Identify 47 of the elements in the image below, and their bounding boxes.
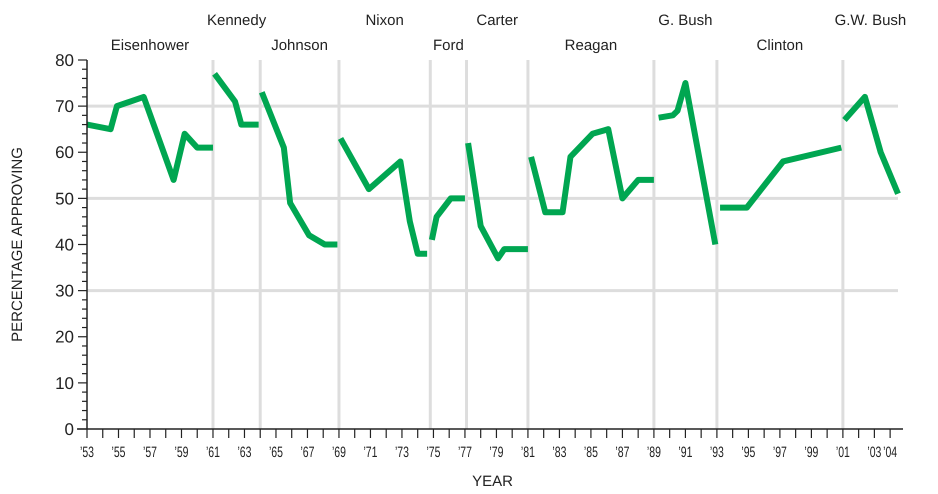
- y-tick-label: 70: [55, 97, 74, 116]
- y-tick-label: 40: [55, 235, 74, 254]
- y-tick-label: 50: [55, 189, 74, 208]
- ref-line-label: Johnson: [271, 37, 328, 54]
- x-tick-label: ’69: [332, 444, 352, 461]
- x-tick-label: ’79: [489, 444, 510, 461]
- x-tick-label: ’59: [174, 444, 195, 461]
- x-tick-label: ’95: [741, 444, 762, 461]
- x-tick-label: ’83: [552, 444, 572, 461]
- ref-line-label: Kennedy: [206, 12, 267, 29]
- x-tick-label: ’89: [646, 444, 667, 461]
- y-tick-label: 80: [55, 50, 74, 70]
- x-tick-label: ’99: [804, 444, 824, 461]
- ref-line-label: G.W. Bush: [834, 12, 906, 29]
- x-tick-label: ’57: [142, 444, 164, 461]
- x-tick-label: ’91: [678, 444, 698, 461]
- y-tick-label: 10: [55, 374, 74, 393]
- ref-line-label: G. Bush: [658, 12, 713, 29]
- x-tick-label: ’63: [237, 444, 258, 461]
- x-tick-label: ’04: [883, 444, 904, 461]
- x-axis-title: YEAR: [472, 473, 514, 490]
- y-tick-label: 30: [55, 282, 74, 301]
- x-tick-label: ’65: [268, 444, 289, 461]
- x-tick-label: ’71: [363, 444, 384, 461]
- ref-line-label: Reagan: [564, 37, 618, 54]
- ref-line-label: Nixon: [365, 12, 404, 29]
- x-tick-label: ’93: [710, 444, 730, 461]
- ref-line-label: Ford: [432, 37, 464, 54]
- ref-line-label: Carter: [476, 12, 518, 29]
- x-tick-label: ’87: [615, 444, 636, 461]
- x-tick-label: ’73: [394, 444, 415, 461]
- y-tick-label: 20: [55, 328, 74, 347]
- y-tick-label: 0: [64, 420, 74, 439]
- x-tick-label: ’55: [111, 444, 132, 461]
- x-tick-label: ’53: [80, 444, 100, 461]
- y-axis-title: PERCENTAGE APPROVING: [9, 147, 26, 342]
- x-tick-label: ’97: [772, 444, 793, 461]
- x-tick-label: ’77: [458, 444, 478, 461]
- x-tick-label: ’81: [520, 444, 541, 461]
- x-tick-label: ’75: [426, 444, 446, 461]
- text: Eisenhower: [110, 37, 190, 54]
- ref-line-label: Clinton: [756, 37, 804, 54]
- x-tick-label: ’85: [584, 444, 604, 461]
- y-tick-label: 60: [55, 143, 74, 162]
- x-tick-label: ’61: [206, 444, 226, 461]
- x-tick-label: ’67: [300, 444, 320, 461]
- x-tick-label: ’01: [836, 444, 856, 461]
